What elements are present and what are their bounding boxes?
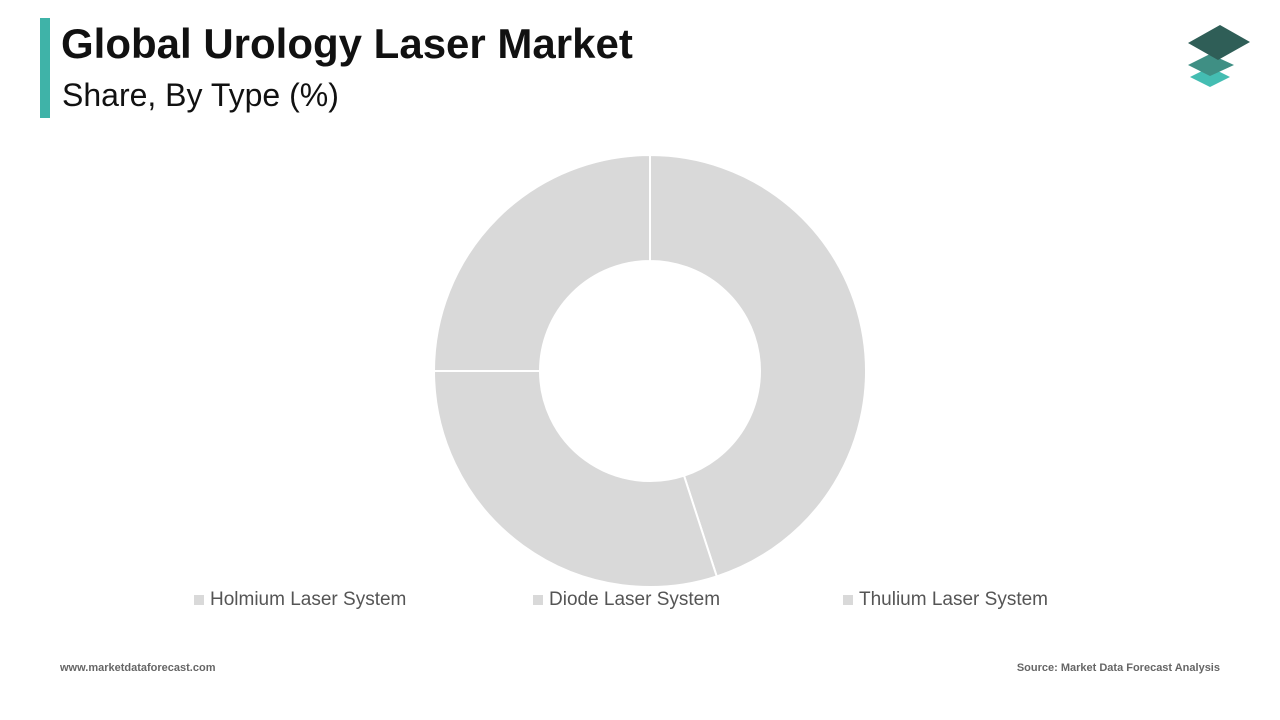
title-accent-bar bbox=[40, 18, 50, 118]
donut-slices bbox=[432, 153, 867, 588]
logo-layer-bottom bbox=[1190, 67, 1230, 87]
legend-swatch bbox=[533, 595, 543, 605]
donut-slice-diode-laser-system bbox=[432, 370, 719, 588]
website-footer: www.marketdataforecast.com bbox=[60, 662, 216, 674]
donut-slice-holmium-laser-system bbox=[649, 153, 867, 578]
legend-item: Thulium Laser System bbox=[843, 588, 1048, 612]
page-subtitle: Share, By Type (%) bbox=[62, 77, 339, 113]
legend-label: Diode Laser System bbox=[549, 589, 721, 610]
layered-diamonds-logo-icon bbox=[1188, 25, 1250, 87]
legend-item: Holmium Laser System bbox=[194, 588, 406, 612]
logo-layer-top bbox=[1188, 25, 1250, 60]
chart-legend: Holmium Laser System Diode Laser System Th… bbox=[0, 588, 1280, 612]
legend-label: Thulium Laser System bbox=[859, 589, 1049, 610]
donut-slice-thulium-laser-system bbox=[432, 153, 651, 372]
legend-item: Diode Laser System bbox=[533, 588, 720, 612]
legend-swatch bbox=[843, 595, 853, 605]
source-footer: Source: Market Data Forecast Analysis bbox=[1016, 662, 1220, 674]
legend-label: Holmium Laser System bbox=[210, 589, 407, 610]
page-title: Global Urology Laser Market bbox=[61, 20, 633, 67]
logo-layer-middle bbox=[1188, 54, 1234, 76]
legend-swatch bbox=[194, 595, 204, 605]
